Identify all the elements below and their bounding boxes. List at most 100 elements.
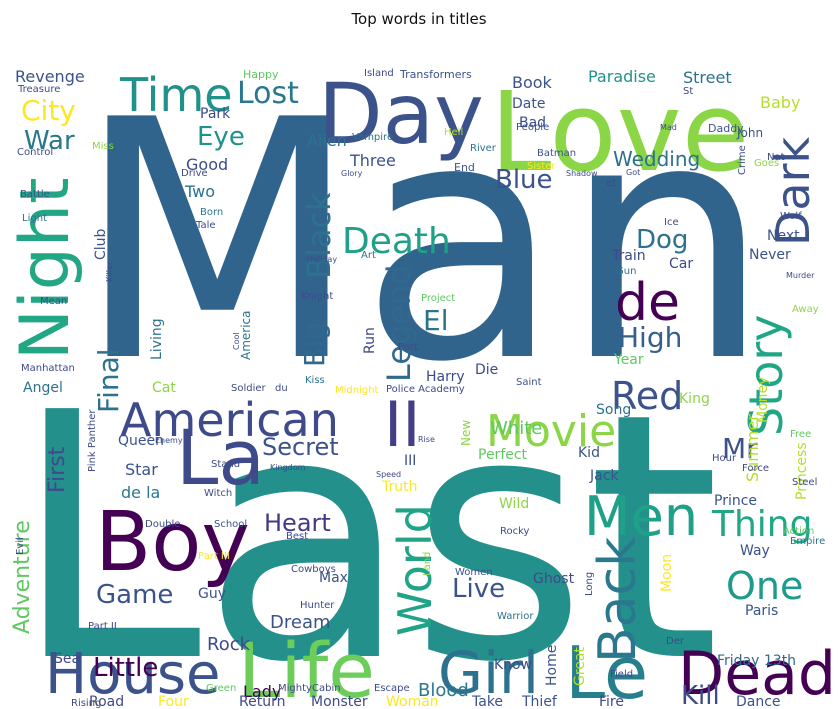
- chart-title: Top words in titles: [351, 10, 487, 28]
- word-enemy: Enemy: [155, 436, 183, 445]
- word-light: Light: [22, 213, 47, 224]
- word-revenge: Revenge: [15, 67, 85, 86]
- word-love: Love: [490, 68, 750, 196]
- word-wolf: Wolf: [780, 211, 802, 222]
- word-dog: Dog: [636, 225, 689, 255]
- word-princess: Princess: [794, 442, 810, 500]
- word-night: Night: [6, 177, 85, 360]
- word-red: Red: [611, 374, 684, 418]
- word-sister: Sister: [527, 161, 556, 172]
- word-good: Good: [186, 155, 229, 174]
- word-best: Best: [286, 531, 309, 542]
- word-day: Day: [318, 65, 484, 163]
- word-double: Double: [145, 519, 181, 530]
- word-america: America: [239, 310, 253, 361]
- word-die: Die: [475, 362, 499, 378]
- word-house: House: [45, 642, 221, 707]
- word-game: Game: [96, 580, 174, 610]
- word-daddy: Daddy: [708, 122, 744, 135]
- word-boy: Boy: [95, 495, 250, 590]
- word-vampire: Vampire: [352, 132, 394, 143]
- word-lady: Lady: [243, 682, 282, 701]
- word-heart: Heart: [264, 509, 331, 537]
- word-field: Field: [610, 669, 634, 680]
- word-transformers: Transformers: [400, 68, 472, 81]
- word-high: High: [618, 321, 683, 354]
- word-school: School: [214, 519, 248, 530]
- word-two: Two: [185, 182, 215, 201]
- word-river: River: [470, 143, 496, 154]
- word-angel: Angel: [23, 380, 63, 396]
- word-kill: Kill: [681, 681, 720, 709]
- word-got: Got: [626, 168, 641, 177]
- word-born: Born: [200, 207, 224, 218]
- word-end: End: [454, 161, 475, 174]
- word-tale: Tale: [196, 220, 216, 231]
- word-black: Black: [300, 192, 338, 279]
- word-rocky: Rocky: [500, 526, 530, 537]
- word-mad: Mad: [660, 123, 677, 132]
- word-killer: Killer: [105, 261, 114, 282]
- word-woman: Woman: [386, 694, 439, 709]
- word-rise: Rise: [418, 435, 435, 444]
- word-batman: Batman: [537, 148, 577, 159]
- word-steel: Steel: [792, 477, 818, 488]
- word-away: Away: [792, 304, 819, 315]
- word-land: Land: [422, 551, 433, 576]
- word-four: Four: [158, 694, 189, 709]
- word-paradise: Paradise: [588, 67, 656, 86]
- word-mean: Mean: [40, 296, 68, 307]
- word-john: John: [737, 126, 764, 140]
- word-next: Next: [767, 228, 800, 244]
- word-live: Live: [452, 574, 506, 604]
- word-song: Song: [596, 402, 632, 418]
- word-shadow: Shadow: [566, 169, 598, 178]
- word-thing: Thing: [712, 504, 813, 545]
- word-thief: Thief: [522, 694, 557, 709]
- word-one: One: [726, 564, 804, 608]
- word-ii: II: [384, 388, 421, 461]
- word-wild: Wild: [499, 496, 530, 512]
- word-nat: Nat: [767, 152, 785, 163]
- word-gun: Gun: [616, 266, 637, 277]
- word-train: Train: [612, 248, 646, 264]
- word-rising: Rising: [71, 698, 102, 709]
- word-evil: Evil: [15, 537, 26, 555]
- word-death: Death: [342, 221, 451, 262]
- word-escape: Escape: [374, 683, 410, 694]
- word-street: Street: [683, 68, 732, 87]
- word-return: Return: [239, 694, 286, 709]
- word-murder: Murder: [786, 271, 815, 280]
- word-dance: Dance: [736, 694, 781, 709]
- word-moon: Moon: [659, 553, 675, 592]
- word-et: et: [606, 178, 617, 189]
- word-final: Final: [92, 348, 125, 413]
- word-last: Last: [12, 341, 721, 709]
- word-know: Know: [494, 657, 533, 673]
- word-lost: Lost: [237, 76, 299, 111]
- word-kiss: Kiss: [305, 375, 325, 386]
- word-witch: Witch: [204, 488, 233, 499]
- word-de: de: [615, 273, 680, 333]
- word-goes: Goes: [754, 158, 780, 169]
- word-prince: Prince: [714, 493, 758, 509]
- word-man: Man: [75, 50, 772, 434]
- word-little: Little: [93, 653, 159, 683]
- word-time: Time: [120, 68, 233, 122]
- word-du: du: [275, 383, 288, 394]
- word-speed: Speed: [376, 470, 402, 479]
- word-holiday: Holiday: [307, 255, 338, 264]
- word-cowboys: Cowboys: [291, 564, 336, 575]
- word-book: Book: [512, 73, 552, 92]
- word-cloud: Man Last Love Day Life Night Boy La Le Dead House G…: [0, 32, 838, 709]
- word-perfect: Perfect: [478, 447, 528, 463]
- word-star: Star: [125, 460, 158, 479]
- word-new: New: [459, 419, 473, 446]
- word-three: Three: [350, 151, 396, 170]
- word-art: Art: [361, 250, 376, 261]
- word-monster: Monster: [311, 694, 368, 709]
- word-legend: Legend: [380, 264, 418, 382]
- word-max: Max: [319, 570, 348, 586]
- word-knight: Knight: [301, 291, 334, 302]
- word-women: Women: [455, 567, 493, 578]
